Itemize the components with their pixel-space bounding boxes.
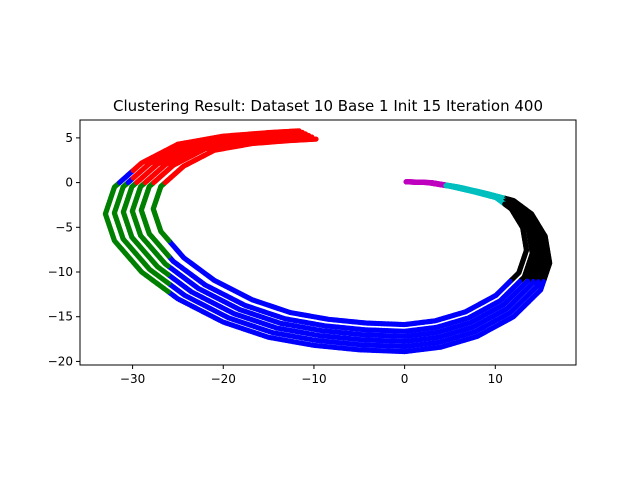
y-axis: 5 0 −5 −10 −15 −20 — [48, 131, 80, 368]
data-points-layer — [102, 128, 553, 355]
plot-frame — [79, 119, 577, 366]
chart-title: Clustering Result: Dataset 10 Base 1 Ini… — [113, 97, 543, 115]
x-tick-label: 10 — [488, 372, 503, 386]
x-tick-label: −20 — [211, 372, 236, 386]
x-axis: −30 −20 −10 0 10 — [120, 365, 503, 386]
y-tick-label: −5 — [55, 220, 73, 234]
x-tick-label: −10 — [301, 372, 326, 386]
x-tick-label: −30 — [120, 372, 145, 386]
x-tick-label: 0 — [401, 372, 409, 386]
y-tick-label: −20 — [48, 354, 73, 368]
y-tick-label: 0 — [65, 176, 73, 190]
y-tick-label: −10 — [48, 265, 73, 279]
y-tick-label: 5 — [65, 131, 73, 145]
data-point — [313, 136, 319, 142]
y-tick-label: −15 — [48, 310, 73, 324]
